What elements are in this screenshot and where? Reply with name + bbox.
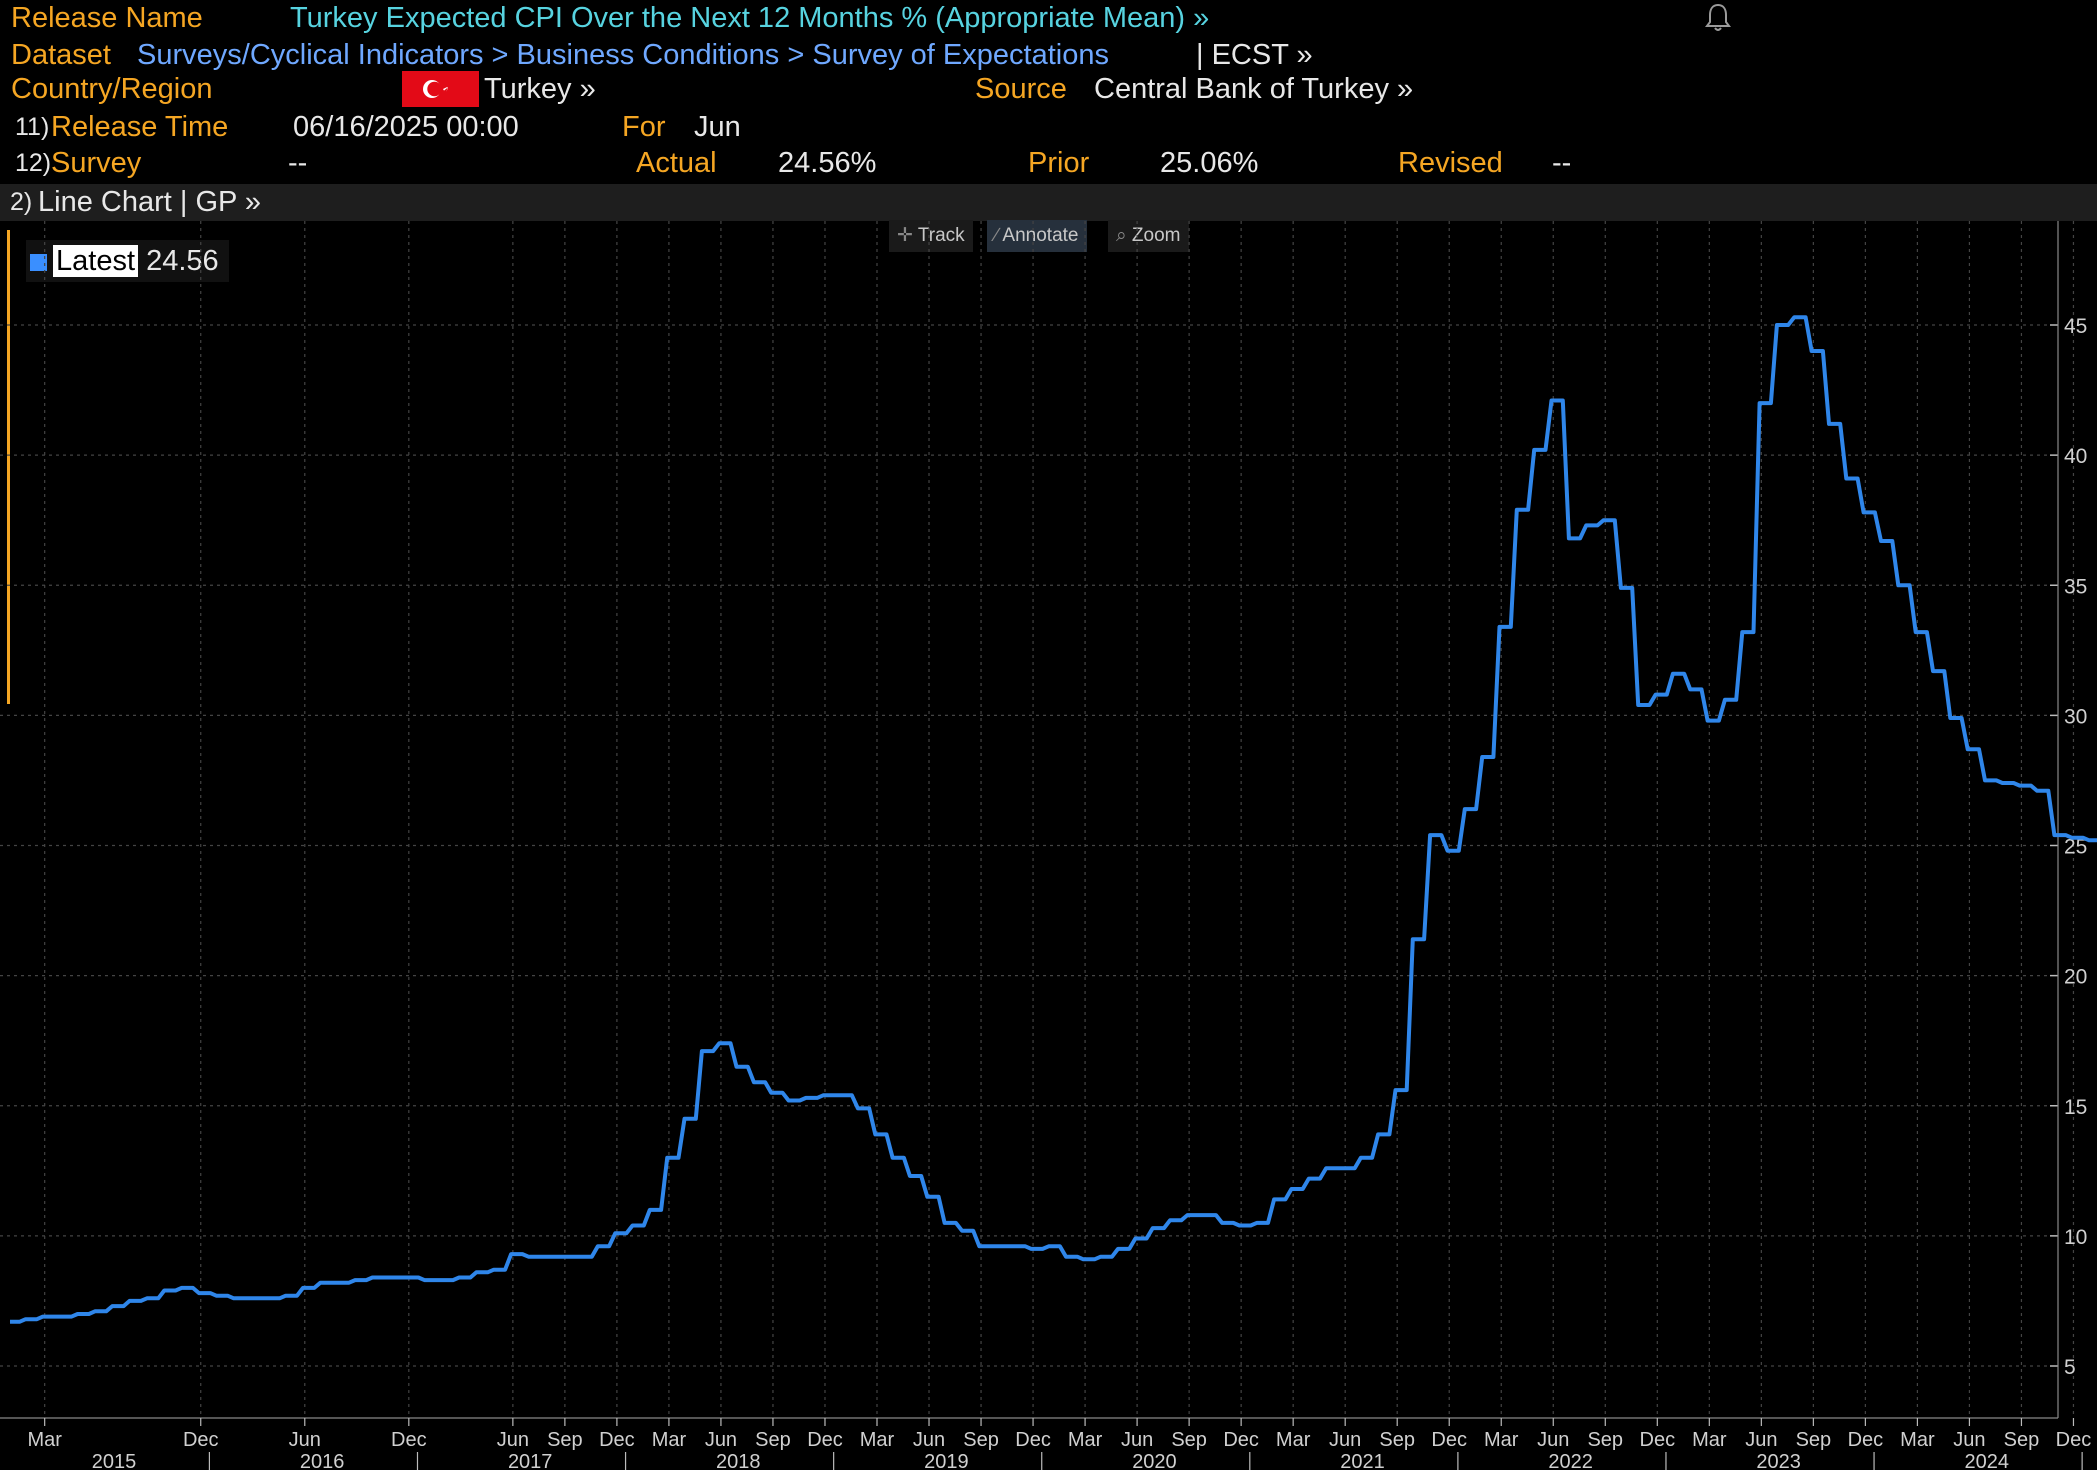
track-button[interactable]: ✛ Track <box>889 220 973 252</box>
release-name-link[interactable]: Turkey Expected CPI Over the Next 12 Mon… <box>290 2 1210 34</box>
x-tick-label: Jun <box>1121 1429 1153 1451</box>
chart-type-bar: 2) Line Chart | GP » <box>0 184 2097 221</box>
revised-value: -- <box>1552 147 1572 179</box>
year-label: 2017 <box>508 1451 553 1470</box>
x-tick-label: Mar <box>1900 1429 1935 1451</box>
y-tick-label: 40 <box>2064 445 2087 468</box>
x-tick-label: Sep <box>963 1429 999 1451</box>
year-label: 2016 <box>300 1451 345 1470</box>
pencil-icon: ∕ <box>995 225 999 246</box>
y-tick-label: 35 <box>2064 575 2087 598</box>
x-tick-label: Dec <box>807 1429 843 1451</box>
x-tick-label: Dec <box>183 1429 219 1451</box>
year-label: 2018 <box>716 1451 761 1470</box>
year-label: 2022 <box>1548 1451 1593 1470</box>
release-time-number[interactable]: 11) <box>15 113 50 141</box>
prior-value: 25.06% <box>1160 147 1259 179</box>
x-tick-label: Jun <box>1953 1429 1985 1451</box>
x-tick-label: Dec <box>1223 1429 1259 1451</box>
x-tick-label: Mar <box>860 1429 895 1451</box>
x-tick-label: Dec <box>391 1429 427 1451</box>
x-tick-label: Dec <box>599 1429 635 1451</box>
magnifier-icon: ⌕ <box>1116 225 1127 246</box>
x-tick-label: Dec <box>1431 1429 1467 1451</box>
selection-marker <box>7 230 10 704</box>
annotate-label: Annotate <box>1002 225 1079 246</box>
year-label: 2019 <box>924 1451 969 1470</box>
legend-swatch <box>30 253 47 271</box>
prior-label: Prior <box>1028 147 1090 179</box>
chart-type-number[interactable]: 2) <box>10 188 33 216</box>
year-label: 2024 <box>1965 1451 2010 1470</box>
dataset-label: Dataset <box>11 39 111 71</box>
chart-area[interactable] <box>0 221 2097 1470</box>
line-chart[interactable]: 5 10 15 20 25 30 35 40 45 Mar Dec Jun Dec Jun Sep Dec Ma… <box>0 221 2097 1470</box>
x-tick-label: Jun <box>289 1429 321 1451</box>
x-tick-label: Dec <box>2056 1429 2092 1451</box>
y-tick-label: 5 <box>2064 1356 2076 1379</box>
revised-label: Revised <box>1398 147 1503 179</box>
y-tick-label: 25 <box>2064 836 2087 859</box>
release-time-label[interactable]: Release Time <box>51 111 229 143</box>
x-tick-label: Jun <box>705 1429 737 1451</box>
turkey-flag-icon <box>402 71 479 107</box>
chart-type-link[interactable]: Line Chart | GP » <box>38 186 262 218</box>
legend-label: Latest <box>53 245 138 277</box>
legend[interactable]: Latest 24.56 <box>26 240 229 282</box>
year-label: 2015 <box>92 1451 137 1470</box>
x-tick-label: Mar <box>27 1429 62 1451</box>
x-tick-label: Dec <box>1848 1429 1884 1451</box>
x-tick-label: Dec <box>1640 1429 1676 1451</box>
x-tick-label: Sep <box>1796 1429 1832 1451</box>
x-tick-label: Dec <box>1015 1429 1051 1451</box>
y-tick-label: 30 <box>2064 705 2087 728</box>
crosshair-icon: ✛ <box>897 225 913 246</box>
for-value: Jun <box>694 111 741 143</box>
x-tick-label: Mar <box>1484 1429 1519 1451</box>
series-line-latest <box>10 315 2097 1324</box>
zoom-button[interactable]: ⌕ Zoom <box>1108 220 1189 252</box>
legend-value: 24.56 <box>146 245 219 277</box>
x-tick-label: Sep <box>547 1429 583 1451</box>
release-header: Release Name Turkey Expected CPI Over th… <box>0 0 2097 184</box>
x-tick-label: Sep <box>1587 1429 1623 1451</box>
release-name-label: Release Name <box>11 2 203 34</box>
source-link[interactable]: Central Bank of Turkey » <box>1094 73 1414 105</box>
x-tick-label: Sep <box>1379 1429 1415 1451</box>
x-tick-label: Sep <box>755 1429 791 1451</box>
country-link[interactable]: Turkey » <box>484 73 596 105</box>
x-tick-label: Jun <box>1537 1429 1569 1451</box>
x-tick-label: Jun <box>1329 1429 1361 1451</box>
y-tick-label: 45 <box>2064 315 2087 338</box>
x-tick-label: Mar <box>1692 1429 1727 1451</box>
x-tick-label: Jun <box>1745 1429 1777 1451</box>
year-label: 2021 <box>1340 1451 1385 1470</box>
x-tick-label: Mar <box>652 1429 687 1451</box>
x-tick-label: Sep <box>1171 1429 1207 1451</box>
y-tick-label: 10 <box>2064 1226 2087 1249</box>
year-label: 2020 <box>1132 1451 1177 1470</box>
actual-label: Actual <box>636 147 717 179</box>
x-tick-label: Mar <box>1068 1429 1103 1451</box>
for-label: For <box>622 111 666 143</box>
survey-value: -- <box>288 147 308 179</box>
year-label: 2023 <box>1756 1451 1801 1470</box>
x-tick-label: Jun <box>497 1429 529 1451</box>
release-time-value: 06/16/2025 00:00 <box>293 111 519 143</box>
actual-value: 24.56% <box>778 147 877 179</box>
y-tick-label: 20 <box>2064 966 2087 989</box>
country-label: Country/Region <box>11 73 213 105</box>
survey-number[interactable]: 12) <box>15 149 52 177</box>
x-tick-label: Mar <box>1276 1429 1311 1451</box>
dataset-code[interactable]: | ECST » <box>1196 39 1313 71</box>
y-tick-label: 15 <box>2064 1096 2087 1119</box>
source-label: Source <box>975 73 1067 105</box>
survey-label[interactable]: Survey <box>51 147 142 179</box>
annotate-button[interactable]: ∕ Annotate <box>987 220 1087 252</box>
x-tick-label: Jun <box>913 1429 945 1451</box>
x-tick-label: Sep <box>2004 1429 2040 1451</box>
bell-icon[interactable] <box>1704 2 1732 32</box>
dataset-path-link[interactable]: Surveys/Cyclical Indicators > Business C… <box>137 39 1109 71</box>
zoom-label: Zoom <box>1131 225 1181 246</box>
